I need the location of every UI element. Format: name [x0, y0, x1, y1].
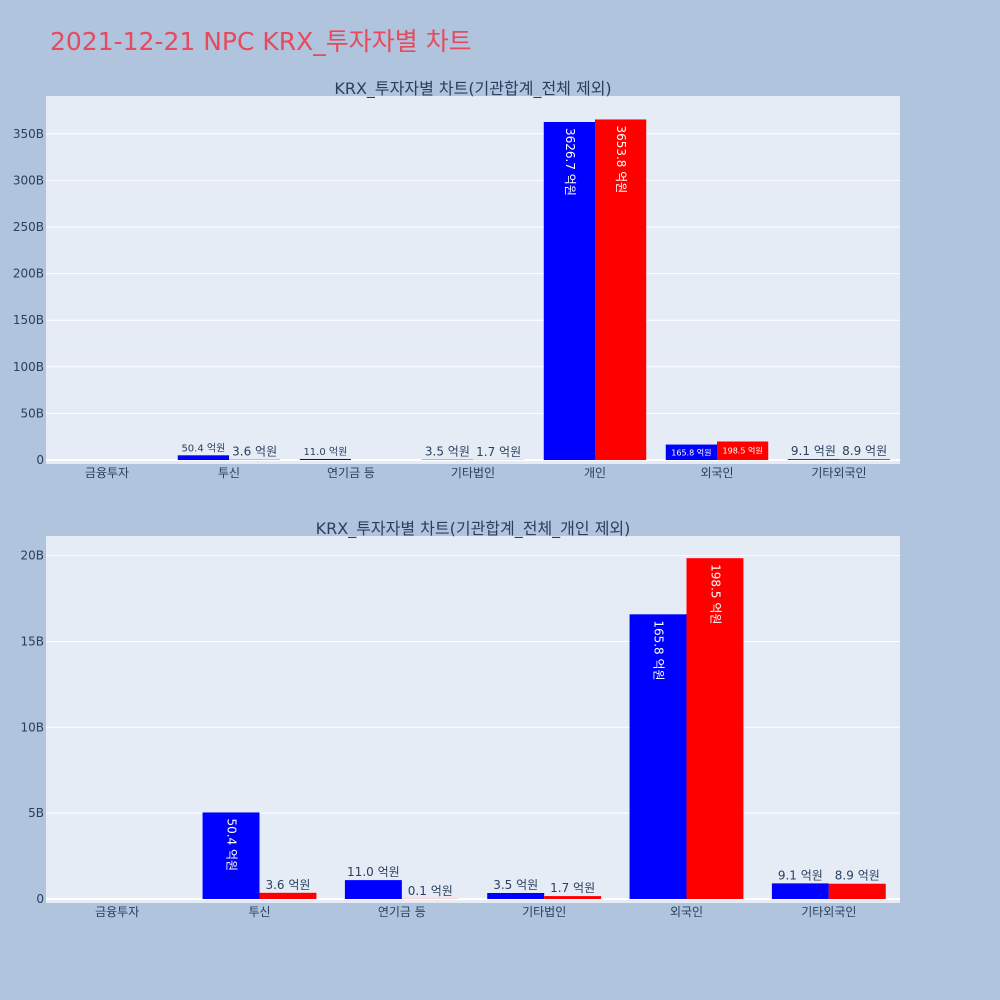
x-tick-label: 금융투자	[85, 466, 129, 480]
x-tick-label: 외국인	[700, 466, 733, 480]
data-label: 3653.8 억원	[614, 125, 628, 193]
x-tick-label: 개인	[584, 466, 606, 480]
chart-subtitle: KRX_투자자별 차트(기관합계_전체 제외)	[334, 79, 611, 99]
bar	[544, 896, 602, 899]
data-label: 1.7 억원	[550, 881, 595, 895]
page-title: 2021-12-21 NPC KRX_투자자별 차트	[50, 27, 472, 56]
bar	[299, 458, 351, 460]
data-label: 50.4 억원	[181, 442, 225, 454]
y-tick-label: 200B	[13, 267, 44, 281]
data-label: 9.1 억원	[791, 444, 836, 458]
x-tick-label: 연기금 등	[327, 466, 375, 480]
y-tick-label: 10B	[20, 720, 44, 734]
y-tick-label: 300B	[13, 173, 44, 187]
data-label: 8.9 억원	[835, 869, 880, 883]
chart-subtitle: KRX_투자자별 차트(기관합계_전체_개인 제외)	[316, 519, 631, 539]
bar	[177, 455, 229, 460]
y-tick-label: 100B	[13, 360, 44, 374]
bar	[629, 614, 687, 899]
y-tick-label: 20B	[20, 549, 44, 563]
bar	[717, 441, 769, 460]
y-tick-label: 50B	[20, 406, 44, 420]
data-label: 3.6 억원	[265, 878, 310, 892]
bar	[202, 812, 260, 899]
bar	[259, 892, 317, 899]
y-tick-label: 15B	[20, 634, 44, 648]
bar	[543, 121, 595, 460]
bar	[686, 558, 744, 899]
bar	[344, 880, 402, 899]
data-label: 0.1 억원	[408, 884, 453, 898]
y-tick-label: 0	[36, 892, 44, 906]
data-label: 50.4 억원	[225, 818, 239, 871]
data-label: 165.8 억원	[652, 620, 666, 680]
data-label: 165.8 억원	[671, 447, 711, 457]
plot-area	[46, 96, 900, 464]
x-tick-label: 금융투자	[95, 905, 139, 919]
bar	[487, 892, 545, 899]
x-tick-label: 투신	[218, 466, 240, 480]
x-tick-label: 연기금 등	[378, 905, 426, 919]
x-tick-label: 기타법인	[451, 466, 495, 480]
data-label: 11.0 억원	[303, 446, 347, 458]
x-tick-label: 기타법인	[522, 905, 566, 919]
chart-overall: 0 50B 100B 150B 200B 250B 300B 350B KRX_투자자별 차트(…	[13, 79, 900, 480]
x-tick-label: 기타외국인	[811, 466, 866, 480]
bar	[595, 119, 647, 460]
bar	[787, 459, 839, 460]
y-tick-label: 350B	[13, 127, 44, 141]
x-tick-label: 기타외국인	[801, 905, 856, 919]
data-label: 3.5 억원	[425, 445, 470, 459]
data-label: 198.5 억원	[708, 564, 722, 624]
data-label: 3.6 억원	[232, 445, 277, 459]
bar	[828, 883, 886, 899]
bar	[839, 459, 891, 460]
bar	[665, 444, 717, 460]
data-label: 11.0 억원	[347, 865, 400, 879]
data-label: 1.7 억원	[476, 445, 521, 459]
y-tick-label: 0	[36, 453, 44, 467]
y-tick-label: 150B	[13, 313, 44, 327]
data-label: 3626.7 억원	[563, 128, 577, 196]
plot-area	[46, 536, 900, 903]
x-tick-label: 투신	[248, 905, 270, 919]
x-tick-label: 외국인	[670, 905, 703, 919]
data-label: 3.5 억원	[493, 878, 538, 892]
y-tick-label: 5B	[28, 806, 44, 820]
data-label: 198.5 억원	[723, 446, 763, 456]
y-tick-label: 250B	[13, 220, 44, 234]
data-label: 8.9 억원	[842, 444, 887, 458]
bar	[771, 883, 829, 899]
data-label: 9.1 억원	[778, 868, 823, 882]
